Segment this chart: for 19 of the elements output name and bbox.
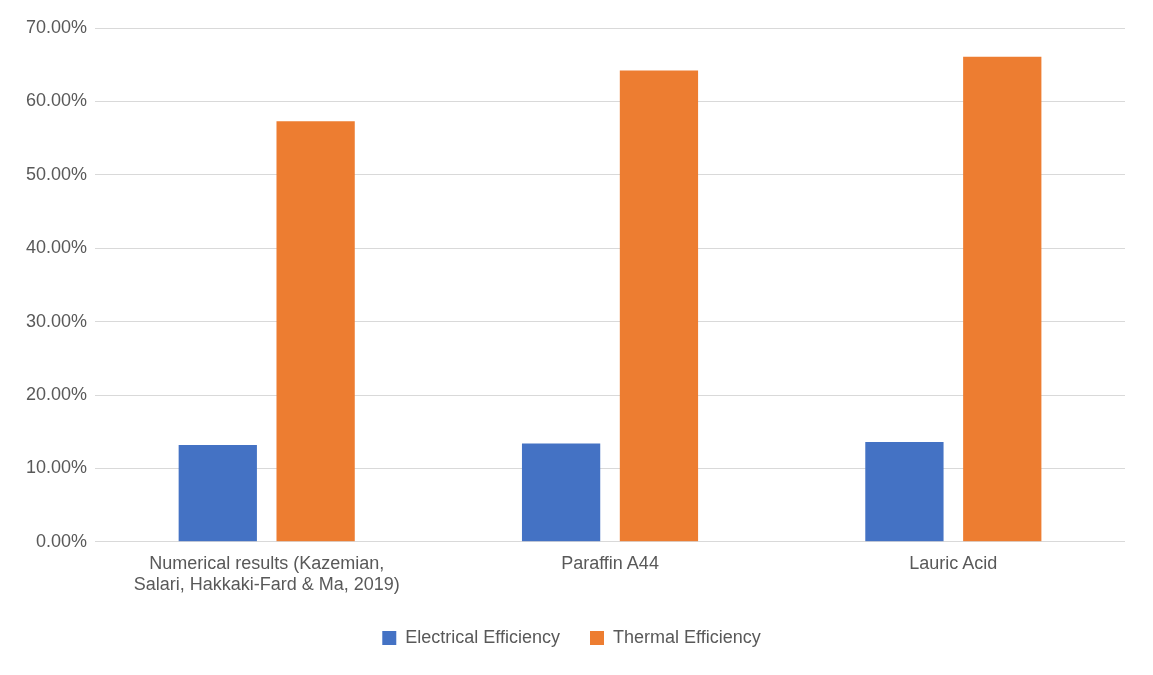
bar	[963, 56, 1042, 542]
legend-label: Thermal Efficiency	[613, 626, 761, 647]
bar	[865, 441, 944, 542]
y-tick-label: 30.00%	[25, 310, 88, 331]
y-tick-label: 50.00%	[25, 163, 88, 184]
x-tick-label: Paraffin A44	[561, 552, 659, 573]
y-tick-label: 10.00%	[25, 457, 88, 478]
y-tick-label: 20.00%	[25, 383, 88, 404]
bar	[619, 70, 699, 542]
legend-label: Electrical Efficiency	[405, 626, 561, 647]
y-tick-label: 0.00%	[36, 530, 88, 551]
bar	[178, 444, 257, 542]
bar	[276, 121, 355, 542]
y-tick-label: 70.00%	[25, 16, 88, 37]
y-tick-label: 40.00%	[25, 237, 88, 258]
bar	[521, 443, 601, 542]
x-tick-label: Lauric Acid	[909, 552, 998, 573]
y-tick-label: 60.00%	[25, 90, 88, 111]
x-tick-label: Numerical results (Kazemian, Salari, Hakkaki-Fard & Ma, 2019)	[133, 552, 400, 595]
